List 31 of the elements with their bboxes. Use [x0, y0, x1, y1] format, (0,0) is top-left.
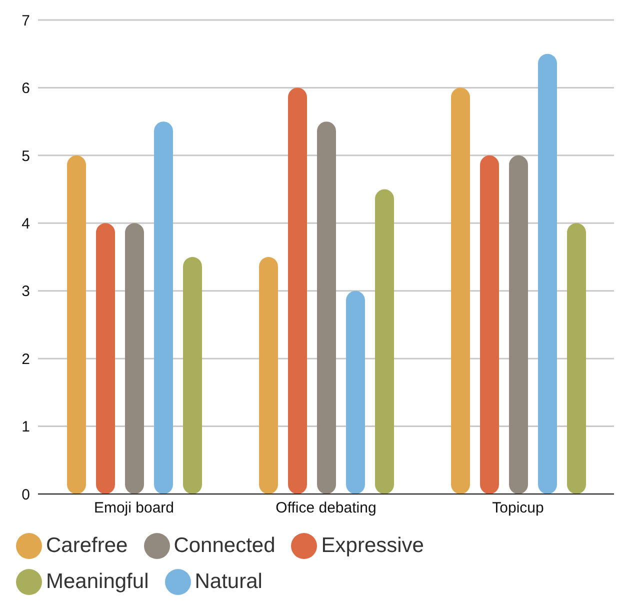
legend-label: Connected — [174, 534, 276, 557]
legend-label: Expressive — [321, 534, 424, 557]
bar — [183, 257, 202, 494]
bar — [67, 155, 86, 494]
bar — [125, 223, 144, 494]
x-tick-label: Office debating — [276, 500, 376, 517]
legend-label: Natural — [194, 570, 262, 593]
bar — [480, 155, 499, 494]
bar — [154, 122, 173, 494]
y-tick-label: 7 — [22, 12, 30, 30]
y-tick-label: 5 — [22, 148, 30, 165]
y-tick-label: 2 — [22, 350, 30, 368]
legend-label: Carefree — [46, 534, 128, 557]
y-tick-label: 0 — [22, 486, 30, 504]
bar — [288, 88, 307, 494]
bar — [451, 88, 470, 494]
legend-label: Meaningful — [46, 570, 149, 593]
bar — [538, 54, 557, 494]
bar — [346, 290, 365, 494]
bar — [259, 257, 278, 494]
x-tick-label: Emoji board — [94, 500, 174, 517]
bar — [567, 223, 586, 494]
y-tick-label: 6 — [22, 80, 30, 98]
y-tick-label: 4 — [22, 215, 30, 232]
bar — [509, 155, 528, 494]
bar — [317, 122, 336, 494]
y-tick-label: 3 — [22, 283, 30, 300]
x-tick-label: Topicup — [492, 500, 544, 517]
bar — [375, 189, 394, 494]
bar — [96, 223, 115, 494]
y-tick-label: 1 — [22, 418, 30, 436]
